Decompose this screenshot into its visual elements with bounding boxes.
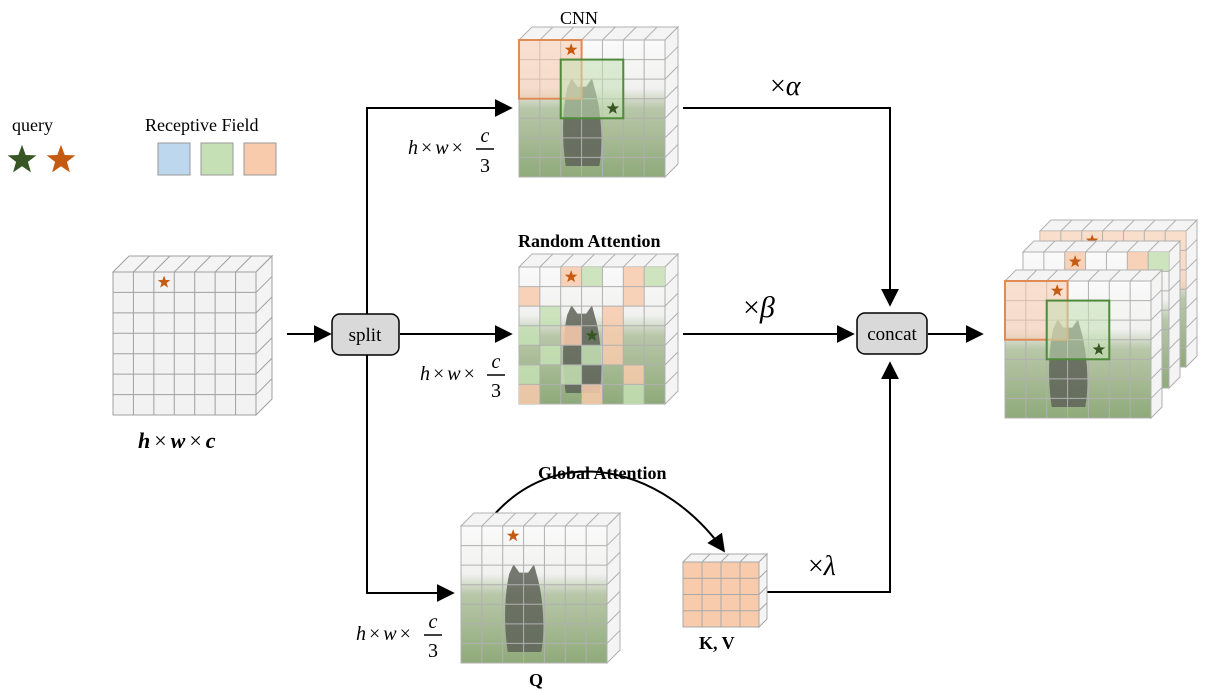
legend-receptive-label: Receptive Field — [145, 115, 258, 135]
svg-text:c: c — [481, 125, 490, 147]
arrow-split-to-cnn — [366, 99, 513, 315]
query-star-orange-icon — [46, 144, 76, 173]
input-feature-cube — [111, 254, 274, 417]
arrow-cnn-to-concat — [683, 107, 899, 307]
concat-node: concat — [856, 312, 928, 355]
arrow-split-to-global — [366, 354, 455, 602]
key-value-cube — [681, 552, 769, 629]
query-star-green-icon — [7, 144, 37, 173]
cnn-title: CNN — [560, 8, 598, 28]
split-node: split — [331, 313, 400, 356]
cnn-dim-label: h × w × c 3 — [408, 125, 494, 177]
legend: query Receptive Field — [7, 115, 277, 176]
input-dim-label: h × w × c — [138, 428, 216, 453]
random-dim-label: h × w × c 3 — [420, 351, 505, 402]
arrow-global-attention-curve — [492, 470, 726, 553]
concat-label: concat — [867, 324, 917, 345]
arrow-kv-to-concat — [767, 361, 899, 593]
legend-swatch-green — [200, 142, 234, 176]
svg-text:3: 3 — [428, 640, 438, 662]
q-label: Q — [529, 670, 543, 690]
global-coefficient: ×λ — [808, 551, 836, 582]
global-dim-label: h × w × c 3 — [356, 611, 442, 662]
random-attention-feature-cube — [517, 252, 680, 406]
svg-text:3: 3 — [491, 380, 501, 402]
kv-label: K, V — [699, 633, 735, 653]
svg-text:h×w×: h × w × — [420, 363, 475, 385]
legend-query-label: query — [12, 115, 53, 135]
connections — [287, 99, 984, 602]
global-attention-title: Global Attention — [538, 463, 667, 483]
random-attention-title: Random Attention — [518, 231, 661, 251]
svg-text:h×w×: h × w × — [356, 623, 411, 645]
split-label: split — [349, 325, 382, 346]
svg-text:3: 3 — [480, 155, 490, 177]
cnn-feature-cube — [517, 25, 680, 179]
query-feature-cube — [459, 511, 622, 665]
cnn-coefficient: ×α — [770, 71, 802, 102]
legend-swatch-blue — [157, 142, 191, 176]
svg-text:h×w×: h × w × — [408, 137, 463, 159]
legend-swatch-orange — [243, 142, 277, 176]
svg-text:c: c — [492, 351, 501, 373]
output-feature-stack — [1003, 218, 1199, 420]
random-coefficient: ×β — [743, 291, 775, 324]
svg-text:c: c — [429, 611, 438, 633]
